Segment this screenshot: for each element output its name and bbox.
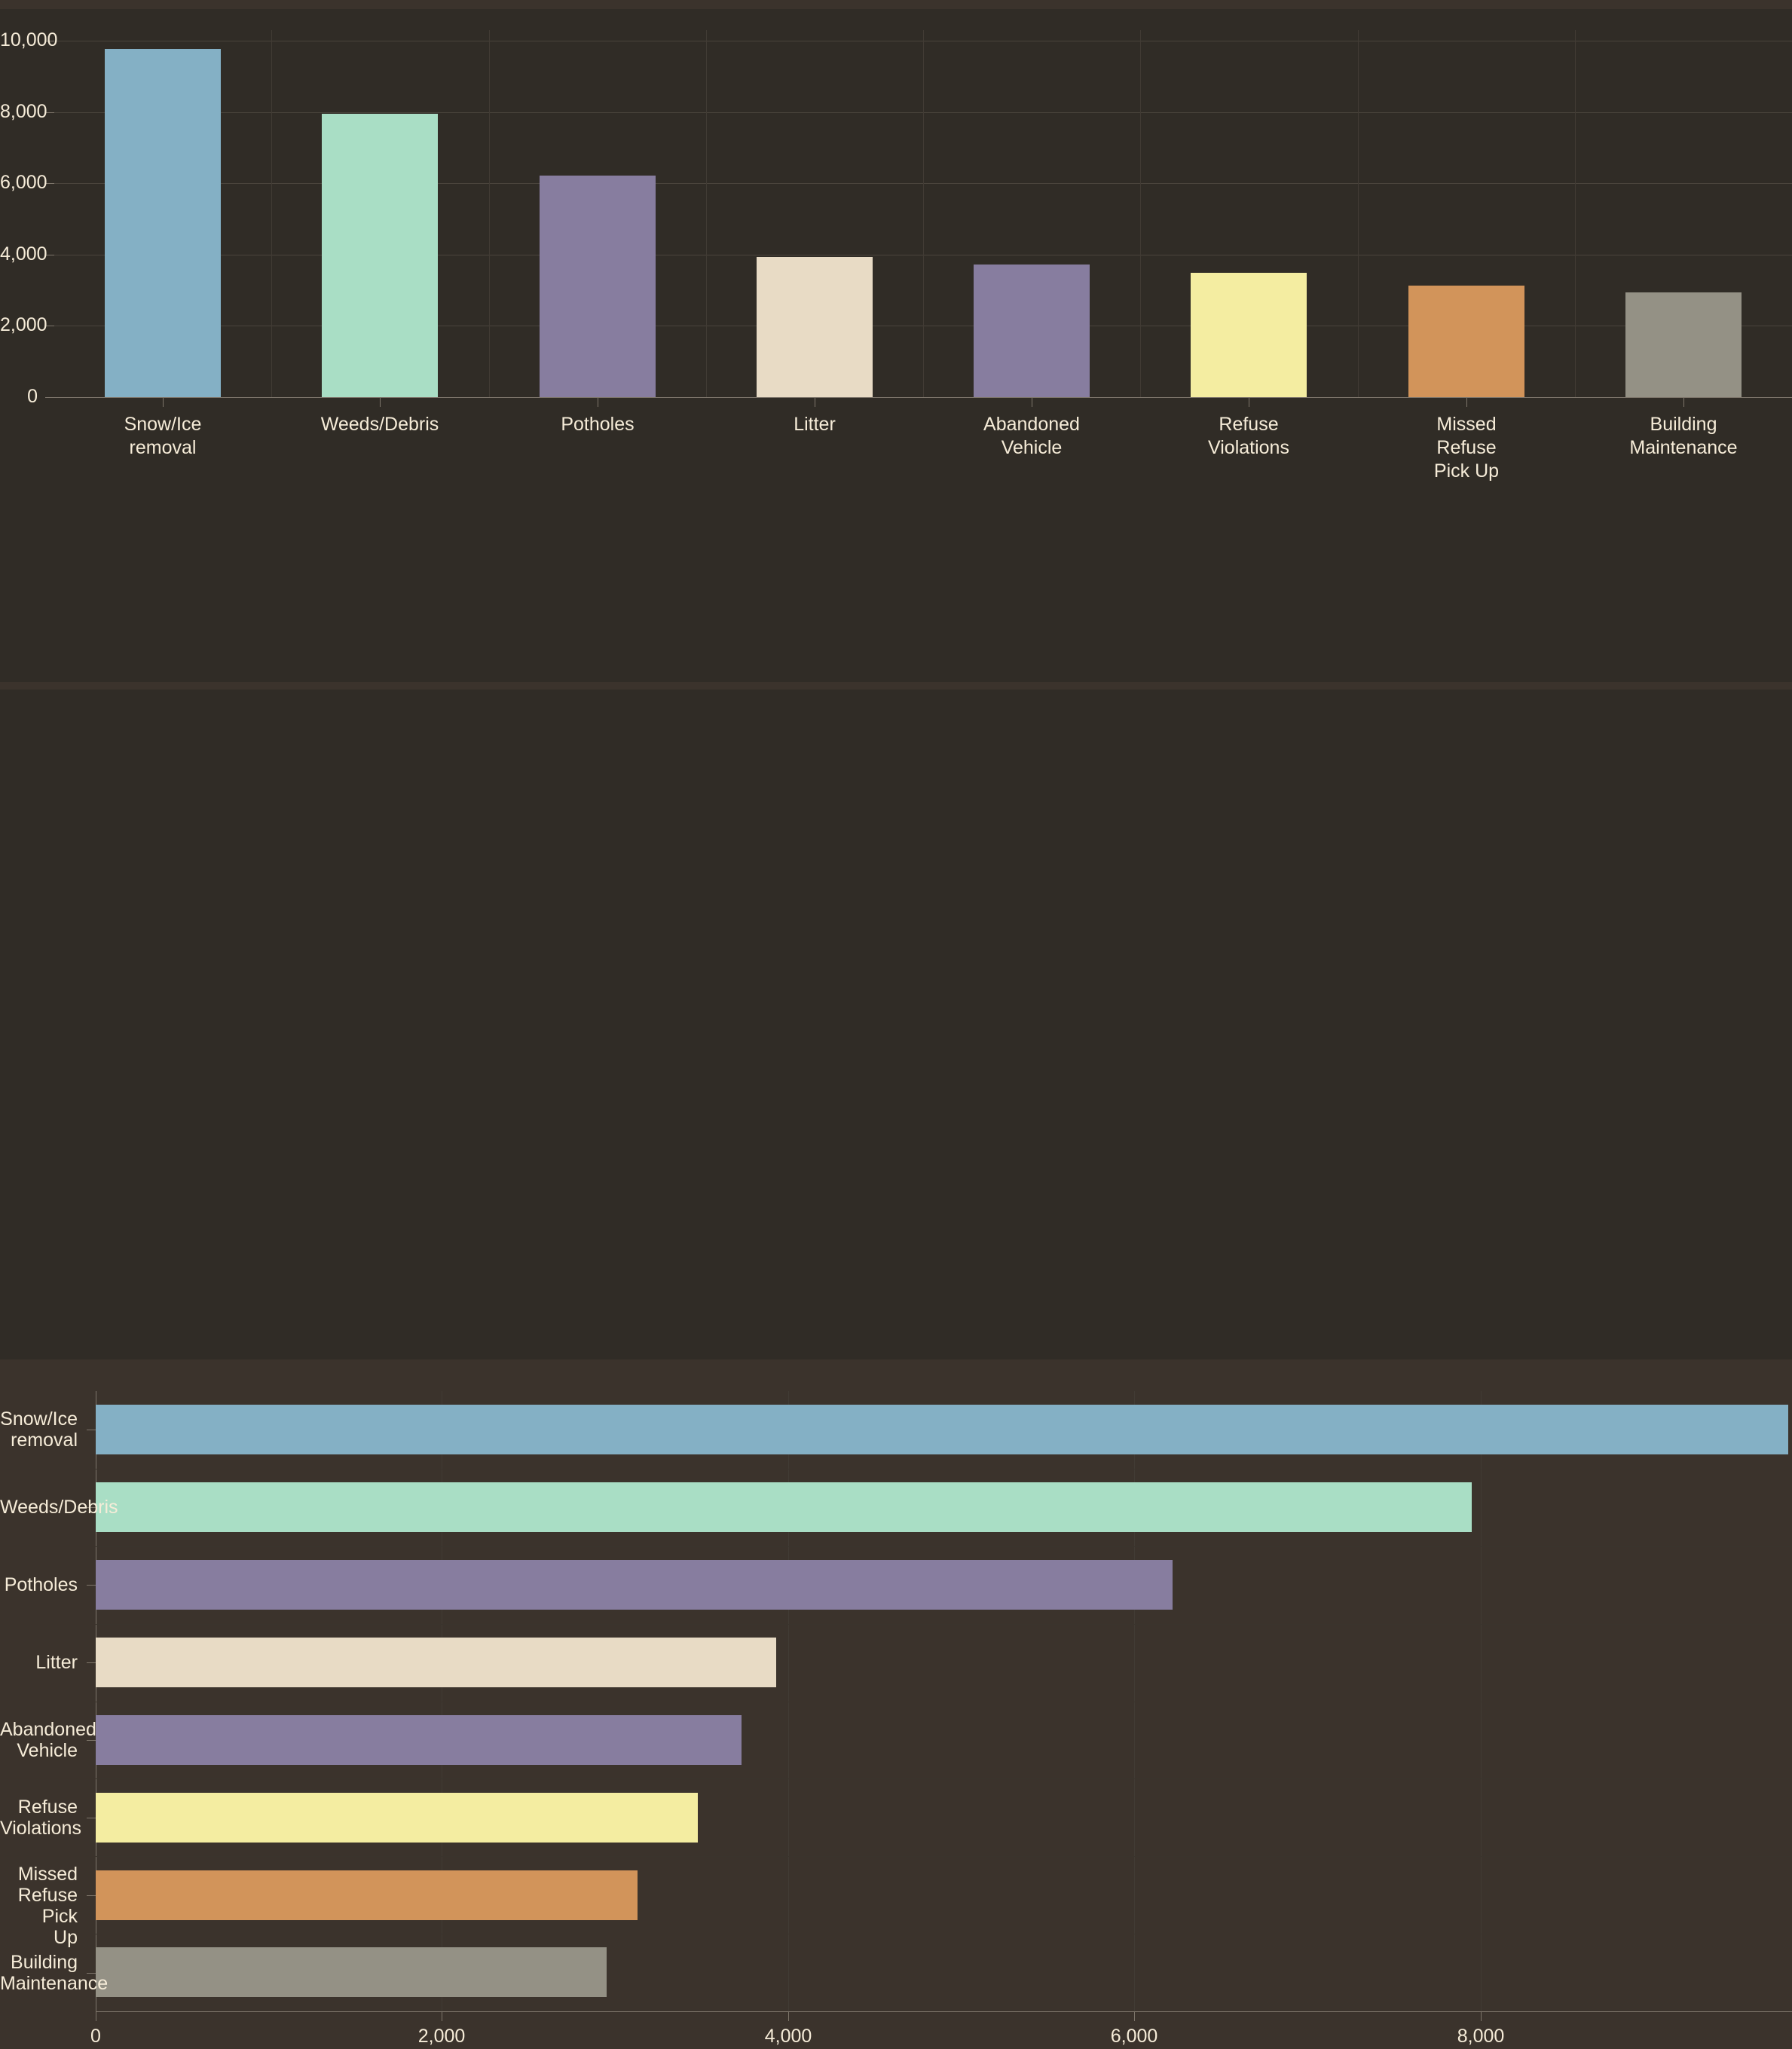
- horizontal-chart-y-tick-label: Potholes: [4, 1574, 78, 1595]
- bar[interactable]: [96, 1638, 776, 1687]
- bar[interactable]: [1408, 286, 1524, 397]
- vertical-chart-x-tick-mark: [380, 398, 381, 407]
- horizontal-chart-band-separator: [96, 1546, 1792, 1547]
- vertical-chart-category-gridline: [489, 30, 490, 397]
- vertical-chart-x-tick-label: Missed Refuse Pick Up: [1433, 414, 1500, 482]
- vertical-chart-y-tick-label: 2,000: [0, 314, 47, 335]
- bar[interactable]: [96, 1947, 607, 1997]
- horizontal-bar-chart-panel: Snow/Ice removal Weeds/Debris Potholes Litt…: [0, 690, 1792, 2047]
- horizontal-chart-x-tick-mark: [1134, 2012, 1135, 2021]
- horizontal-chart-y-tick-label: Refuse Violations: [0, 1797, 81, 1839]
- vertical-chart-x-tick-mark: [1683, 398, 1684, 407]
- horizontal-chart-y-tick-mark: [87, 1895, 96, 1896]
- vertical-chart-y-tick-label: 4,000: [0, 243, 47, 265]
- bar[interactable]: [96, 1870, 638, 1920]
- horizontal-chart-y-tick-mark: [87, 1740, 96, 1741]
- horizontal-chart-y-tick-label: Building Maintenance: [0, 1952, 109, 1994]
- bar[interactable]: [96, 1715, 742, 1765]
- vertical-chart-category-gridline: [271, 30, 272, 397]
- chart-page: 0 2,000 4,000 6,000 8,000 10,000 Snow/Ice rem…: [0, 9, 1792, 2047]
- bar[interactable]: [105, 49, 221, 397]
- vertical-chart-y-tick-label: 6,000: [0, 172, 47, 193]
- bar[interactable]: [540, 176, 656, 397]
- horizontal-chart-band-separator: [96, 1856, 1792, 1857]
- horizontal-bar-chart: Snow/Ice removal Weeds/Debris Potholes Litt…: [0, 1379, 1792, 2049]
- horizontal-chart-y-tick-label: Abandoned Vehicle: [0, 1719, 96, 1761]
- horizontal-chart-band-separator: [96, 1778, 1792, 1779]
- bar[interactable]: [322, 114, 438, 397]
- horizontal-chart-x-tick-label: 4,000: [764, 2026, 812, 2047]
- vertical-chart-x-axis: [54, 397, 1792, 398]
- bar[interactable]: [1625, 292, 1742, 397]
- bar[interactable]: [96, 1405, 1788, 1454]
- vertical-chart-x-tick-label: Building Maintenance: [1629, 414, 1738, 458]
- vertical-chart-y-tick-mark: [45, 397, 54, 398]
- horizontal-chart-y-tick-mark: [87, 1507, 96, 1508]
- vertical-chart-x-tick-label: Weeds/Debris: [320, 414, 439, 435]
- horizontal-chart-y-tick-mark: [87, 1662, 96, 1663]
- vertical-chart-y-tick-mark: [45, 183, 54, 184]
- horizontal-chart-x-tick-mark: [1481, 2012, 1482, 2021]
- vertical-chart-category-gridline: [923, 30, 924, 397]
- vertical-bar-chart: 0 2,000 4,000 6,000 8,000 10,000 Snow/Ice rem…: [0, 9, 1792, 682]
- horizontal-chart-y-tick-mark: [87, 1973, 96, 1974]
- vertical-chart-x-tick-label: Litter: [794, 414, 836, 435]
- vertical-chart-x-tick-label: Refuse Violations: [1208, 414, 1289, 458]
- horizontal-chart-y-tick-mark: [87, 1585, 96, 1586]
- horizontal-chart-x-tick-label: 0: [90, 2026, 101, 2047]
- bar[interactable]: [1191, 273, 1307, 397]
- bar[interactable]: [96, 1793, 698, 1843]
- vertical-chart-y-tick-mark: [45, 112, 54, 113]
- vertical-chart-y-tick-label: 10,000: [0, 29, 58, 50]
- vertical-bar-chart-panel: 0 2,000 4,000 6,000 8,000 10,000 Snow/Ice rem…: [0, 9, 1792, 682]
- horizontal-chart-x-tick-mark: [788, 2012, 789, 2021]
- horizontal-chart-y-tick-label: Litter: [35, 1652, 78, 1673]
- horizontal-chart-band-separator: [96, 1624, 1792, 1625]
- bar[interactable]: [757, 257, 873, 397]
- vertical-chart-category-gridline: [1140, 30, 1141, 397]
- horizontal-chart-x-tick-label: 2,000: [417, 2026, 466, 2047]
- bar[interactable]: [96, 1482, 1472, 1532]
- vertical-chart-x-tick-label: Snow/Ice removal: [124, 414, 202, 458]
- horizontal-chart-x-axis: [96, 2011, 1792, 2012]
- vertical-chart-x-tick-label: Potholes: [561, 414, 635, 435]
- horizontal-chart-x-tick-label: 6,000: [1110, 2026, 1158, 2047]
- horizontal-chart-y-tick-label: Missed Refuse Pick Up: [17, 1864, 78, 1948]
- vertical-chart-y-tick-label: 8,000: [0, 101, 47, 122]
- vertical-chart-x-tick-label: Abandoned Vehicle: [983, 414, 1080, 458]
- horizontal-chart-y-tick-label: Snow/Ice removal: [0, 1408, 78, 1451]
- vertical-chart-category-gridline: [1358, 30, 1359, 397]
- vertical-chart-x-tick-mark: [163, 398, 164, 407]
- vertical-chart-x-tick-mark: [1466, 398, 1467, 407]
- bar[interactable]: [96, 1560, 1173, 1610]
- bar[interactable]: [974, 265, 1090, 397]
- horizontal-chart-x-tick-label: 8,000: [1457, 2026, 1505, 2047]
- vertical-chart-category-gridline: [1575, 30, 1576, 397]
- horizontal-chart-y-tick-label: Weeds/Debris: [0, 1497, 118, 1518]
- vertical-chart-category-gridline: [706, 30, 707, 397]
- vertical-chart-y-tick-label: 0: [27, 386, 38, 407]
